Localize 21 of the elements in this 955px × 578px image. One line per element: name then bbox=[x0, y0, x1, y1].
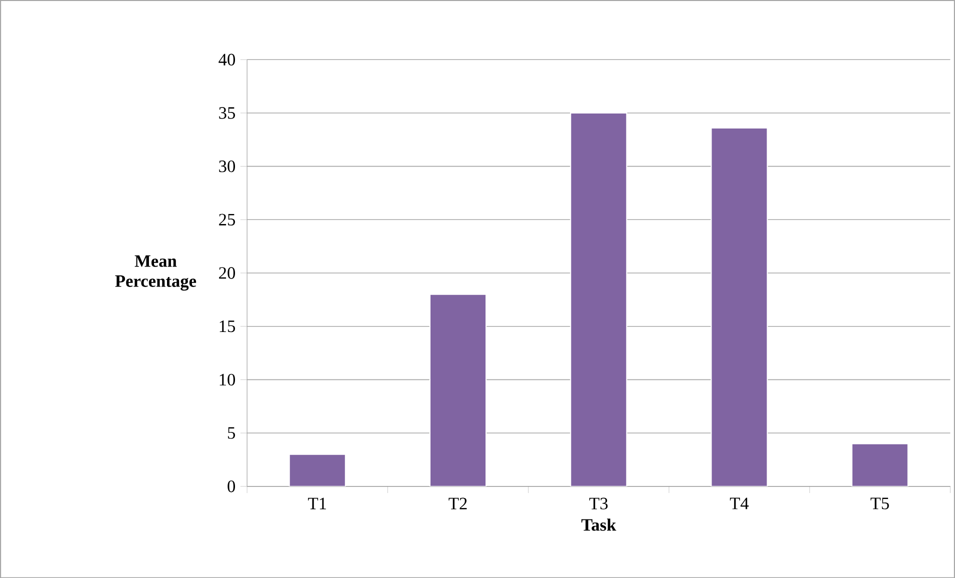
bar bbox=[429, 294, 487, 486]
bar bbox=[851, 442, 909, 486]
x-tick-label: T5 bbox=[870, 498, 889, 510]
bar bbox=[570, 112, 628, 486]
y-tick-label: 10 bbox=[220, 374, 236, 386]
y-tick-label: 5 bbox=[228, 427, 235, 439]
y-tick-label: 35 bbox=[219, 106, 235, 119]
y-tick-label: 15 bbox=[220, 320, 235, 332]
y-tick-label: 20 bbox=[219, 266, 236, 279]
x-tick-label: T2 bbox=[448, 498, 467, 510]
x-axis-title: Task bbox=[581, 518, 616, 531]
x-tick-label: T3 bbox=[589, 498, 608, 510]
y-tick-label: 30 bbox=[219, 160, 236, 172]
y-axis-title: Mean Percentage bbox=[115, 255, 196, 290]
x-tick-label: T4 bbox=[730, 498, 749, 510]
bar bbox=[710, 127, 768, 486]
bar bbox=[288, 454, 346, 486]
y-tick-label: 25 bbox=[219, 214, 235, 226]
y-tick-label: 40 bbox=[218, 54, 236, 66]
x-tick-label: T1 bbox=[308, 498, 326, 510]
y-tick-label: 0 bbox=[228, 480, 236, 492]
